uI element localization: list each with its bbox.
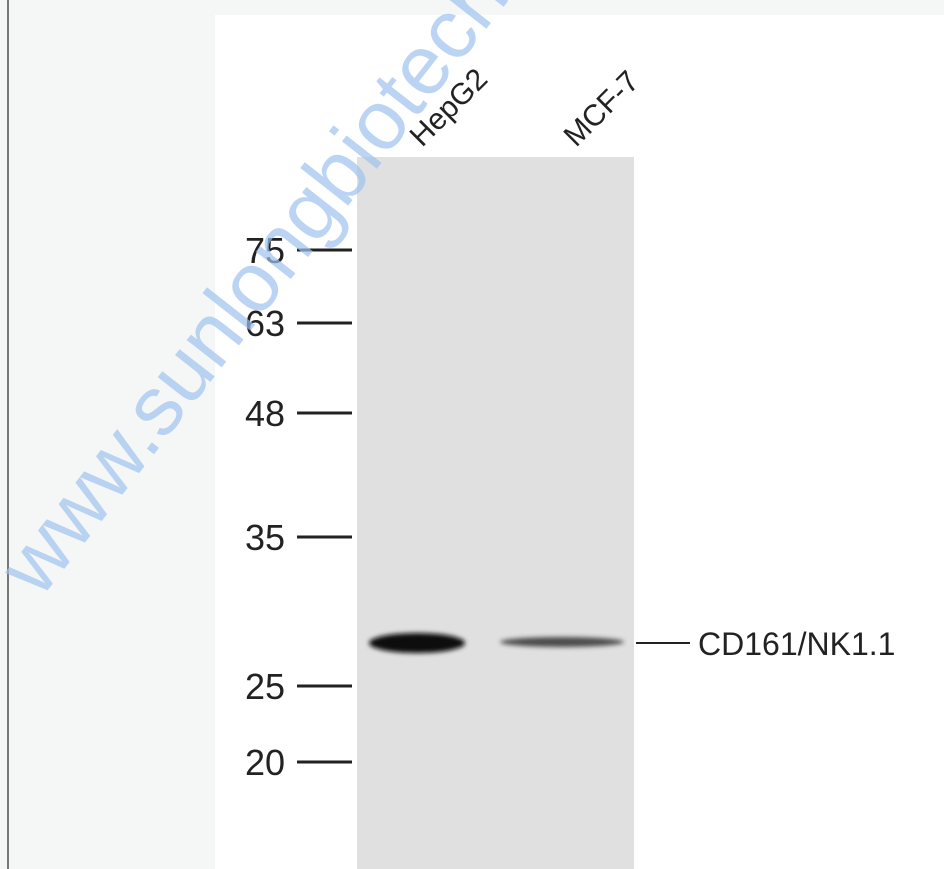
membrane bbox=[357, 157, 634, 869]
band-label: CD161/NK1.1 bbox=[698, 626, 895, 662]
marker-label: 35 bbox=[245, 517, 285, 558]
band-hepg2 bbox=[369, 633, 465, 653]
page: 756348352520 HepG2MCF-7 CD161/NK1.1 www.… bbox=[0, 0, 944, 869]
marker-label: 20 bbox=[245, 742, 285, 783]
band-mcf7 bbox=[500, 637, 624, 647]
blot-figure: 756348352520 HepG2MCF-7 CD161/NK1.1 www.… bbox=[0, 0, 944, 869]
marker-label: 48 bbox=[245, 393, 285, 434]
marker-label: 25 bbox=[245, 666, 285, 707]
